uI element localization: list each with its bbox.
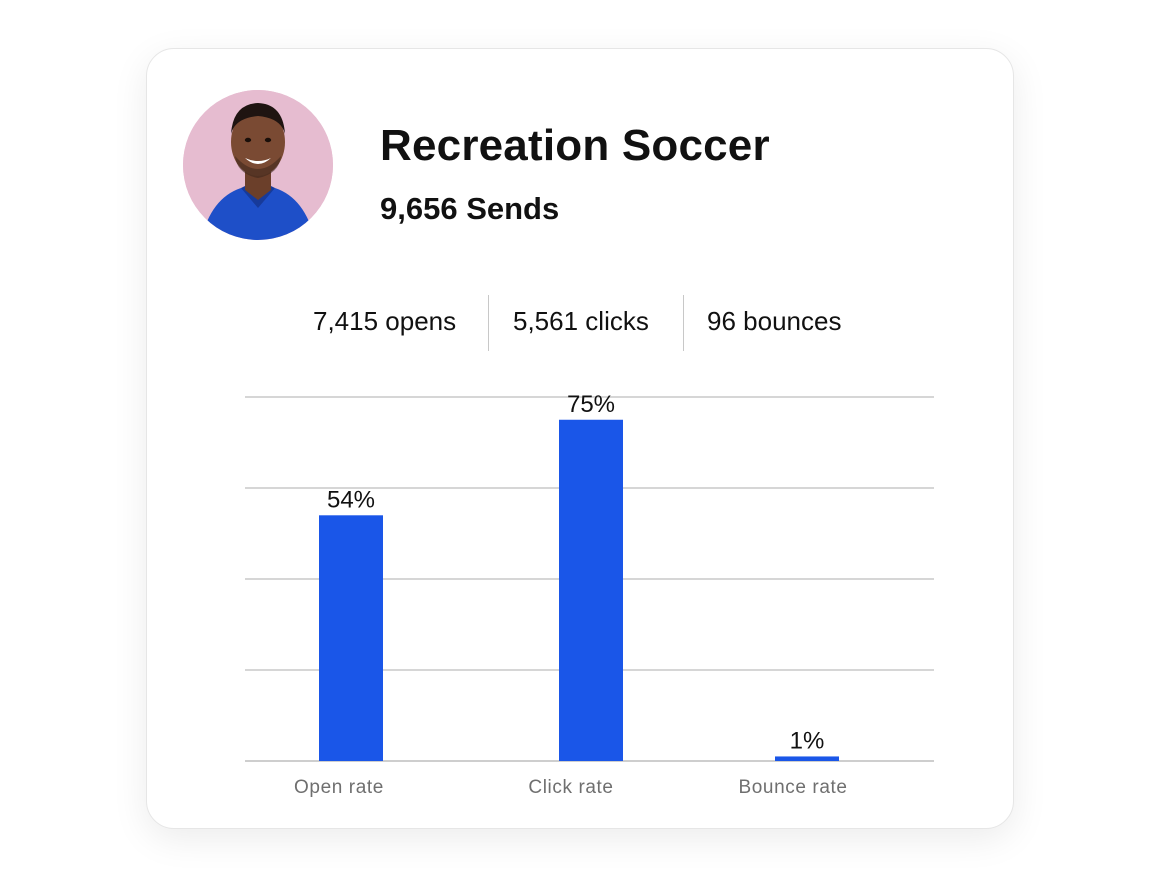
avatar [183, 90, 333, 240]
rates-bar-chart: 54% Open rate 75% Click rate 1% Bounce rate [245, 391, 934, 798]
x-tick-label: Bounce rate [738, 777, 847, 798]
opens-stat: 7,415 opens [313, 306, 457, 336]
bounces-stat: 96 bounces [707, 306, 842, 336]
clicks-stat: 5,561 clicks [513, 306, 649, 336]
bar-bounce-rate [775, 756, 839, 761]
stat-divider [488, 295, 489, 351]
bar-open-rate [319, 515, 383, 761]
x-tick-label: Click rate [528, 777, 613, 798]
campaign-title: Recreation Soccer [380, 121, 770, 170]
campaign-summary-card: Recreation Soccer 9,656 Sends 7,415 open… [146, 48, 1014, 829]
sends-count: 9,656 Sends [380, 191, 560, 226]
data-label: 54% [327, 486, 375, 513]
bar-click-rate [559, 419, 623, 761]
data-label: 75% [567, 391, 615, 418]
soccer-player-photo [183, 90, 333, 240]
stat-divider [683, 295, 684, 351]
x-tick-label: Open rate [294, 777, 384, 798]
data-label: 1% [790, 727, 825, 754]
